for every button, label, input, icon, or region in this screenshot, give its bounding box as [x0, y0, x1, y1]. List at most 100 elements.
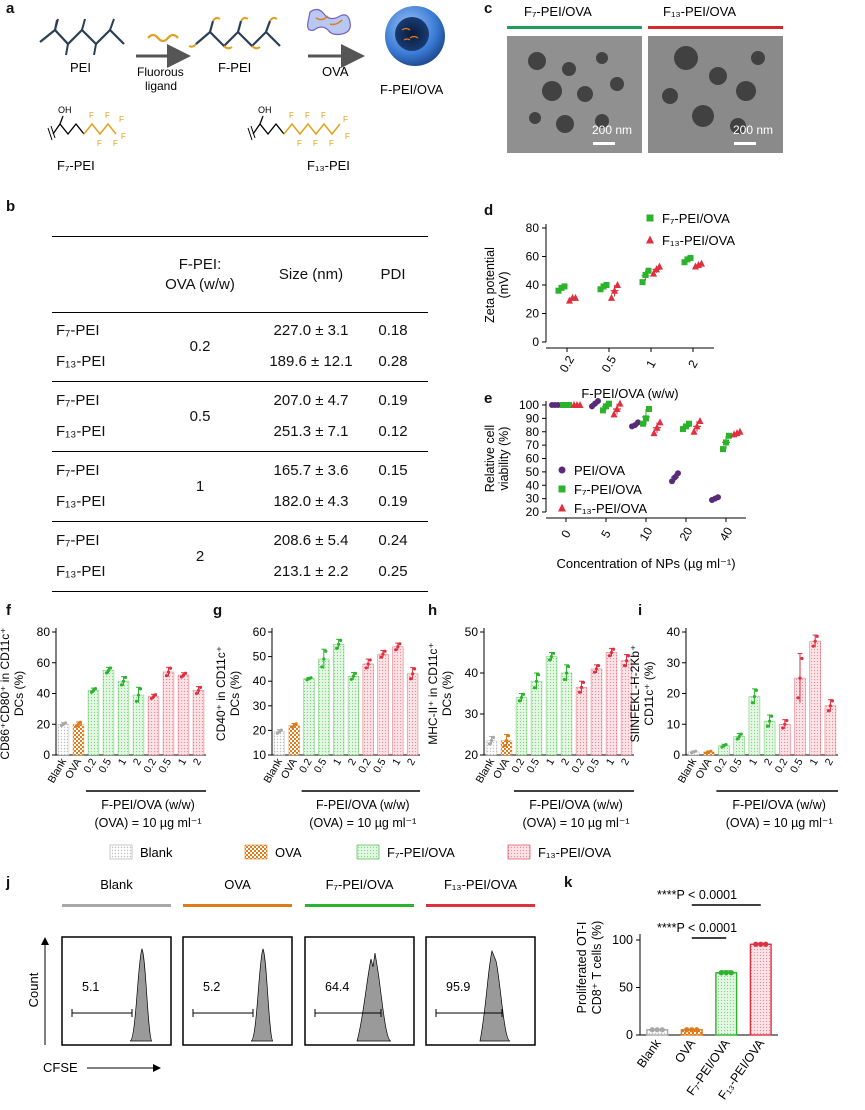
panel-c: F₇-PEI/OVA F₁₃-PEI/OVA	[507, 4, 783, 29]
data-point	[610, 410, 618, 418]
flow-plot-frame	[182, 936, 293, 1046]
x-tick-label: 0.5	[371, 756, 389, 775]
nanoparticle-core	[395, 17, 429, 51]
y-axis-label-line2: CD11c⁺ (%)	[642, 661, 656, 725]
f13-f-label-2: F	[297, 139, 302, 148]
gate-percent: 5.1	[82, 980, 99, 994]
data-point	[63, 721, 68, 725]
y-tick-label: 60	[526, 452, 540, 466]
y-tick-label: 80	[37, 625, 51, 639]
y-tick-label: 0	[673, 748, 680, 762]
x-tick-label: 1	[116, 756, 129, 767]
data-point	[564, 671, 569, 675]
data-point	[650, 269, 657, 277]
table-group-rule	[52, 381, 428, 382]
table-cell-pdi: 0.18	[378, 322, 408, 339]
bar	[273, 731, 286, 756]
x-tick-label: 2	[823, 756, 836, 767]
y-tick-label: 60	[526, 250, 540, 264]
x-tick-label: 0.2	[712, 756, 730, 775]
table-cell-ratio: 2	[195, 547, 205, 565]
x-tick-label: 0.5	[727, 756, 745, 775]
data-point	[766, 724, 770, 728]
data-point	[394, 648, 398, 652]
table-cell-ratio: 0.5	[189, 407, 211, 425]
x-tick-label: 10	[637, 524, 656, 543]
gate-percent: 95.9	[446, 980, 470, 994]
gate-percent: 5.2	[203, 980, 220, 994]
x-axis-label-line1: F-PEI/OVA (w/w)	[732, 798, 826, 812]
table-top-rule	[52, 236, 428, 237]
table-cell-name: F₇-PEI	[56, 322, 100, 339]
x-tick-label: 0.2	[356, 756, 374, 775]
fluorous-ligand-drawing	[147, 33, 179, 43]
legend-label-ova: OVA	[275, 845, 302, 860]
data-point	[572, 293, 579, 301]
bar	[605, 652, 618, 756]
y-axis-label-line1: CD86⁺CD80⁺ in CD11c⁺	[0, 627, 12, 759]
data-point	[411, 672, 415, 676]
x-tick-label: 2	[559, 756, 572, 767]
table-cell-pdi: 0.25	[378, 563, 408, 580]
data-point	[639, 279, 646, 286]
data-point	[119, 683, 124, 687]
legend-label-blank: Blank	[140, 845, 173, 860]
data-point	[770, 714, 774, 718]
data-point	[643, 415, 649, 422]
data-point	[616, 399, 624, 407]
y-tick-label: 40	[667, 625, 681, 639]
data-point	[337, 642, 341, 646]
pei-branch-lines	[54, 18, 115, 56]
bar	[177, 674, 190, 756]
x-tick-label: 1	[643, 357, 659, 370]
y-axis-label-line1: CD40⁺ in CD11c⁺	[214, 646, 228, 741]
y-axis-label-line1: MHC-II⁺ in CD11c⁺	[426, 642, 440, 744]
f7-name: F₇-PEI	[57, 158, 95, 173]
data-point	[379, 655, 383, 659]
data-point	[368, 658, 372, 662]
y-tick-label: 10	[253, 748, 267, 762]
f13-f-label-4: F	[313, 139, 318, 148]
table-cell-size: 189.6 ± 12.1	[269, 353, 353, 370]
data-point	[351, 674, 355, 678]
data-point	[294, 722, 298, 726]
data-point	[108, 666, 113, 670]
y-tick-label: 70	[526, 438, 540, 452]
bar	[72, 723, 85, 756]
tem-left-colorbar	[507, 26, 642, 29]
y-tick-label: 40	[37, 687, 51, 701]
tem-image-f7-drawing	[507, 36, 642, 153]
x-tick-label: 0	[558, 527, 574, 540]
y-tick-label: 60	[37, 656, 51, 670]
table-cell-ratio: 1	[195, 477, 205, 495]
gate-percent: 64.4	[325, 980, 349, 994]
legend-label: F₇-PEI/OVA	[574, 482, 642, 497]
flow-plot-frame	[425, 936, 536, 1046]
significance-label-1: ****P < 0.0001	[657, 921, 737, 935]
pei-polymer-drawing	[39, 28, 125, 46]
legend-marker	[558, 466, 566, 474]
y-tick-label: 100	[519, 398, 539, 412]
data-point	[532, 686, 537, 690]
legend-swatch-f7	[356, 844, 380, 860]
data-point	[656, 418, 664, 426]
tem-left-scale-label: 200 nm	[591, 123, 632, 137]
f13-f-label-6: F	[329, 139, 334, 148]
data-point	[758, 941, 764, 947]
legend-marker	[558, 485, 566, 493]
data-point	[396, 645, 400, 649]
legend-marker	[646, 214, 654, 222]
x-tick-label: 0.2	[297, 756, 315, 775]
bar	[347, 675, 360, 756]
y-tick-label: 30	[526, 492, 540, 506]
x-tick-label: 1	[807, 756, 820, 767]
y-tick-label: 20	[526, 307, 540, 321]
data-point	[534, 679, 539, 683]
x-tick-label: 1	[747, 756, 760, 767]
legend-label: F₁₃-PEI/OVA	[574, 501, 647, 516]
tem-right-scale-label: 200 nm	[732, 123, 773, 137]
x-tick-label: OVA	[672, 1036, 698, 1065]
panel-label-d: d	[484, 202, 494, 219]
data-point	[763, 941, 769, 947]
x-tick-label: 0.5	[788, 756, 806, 775]
